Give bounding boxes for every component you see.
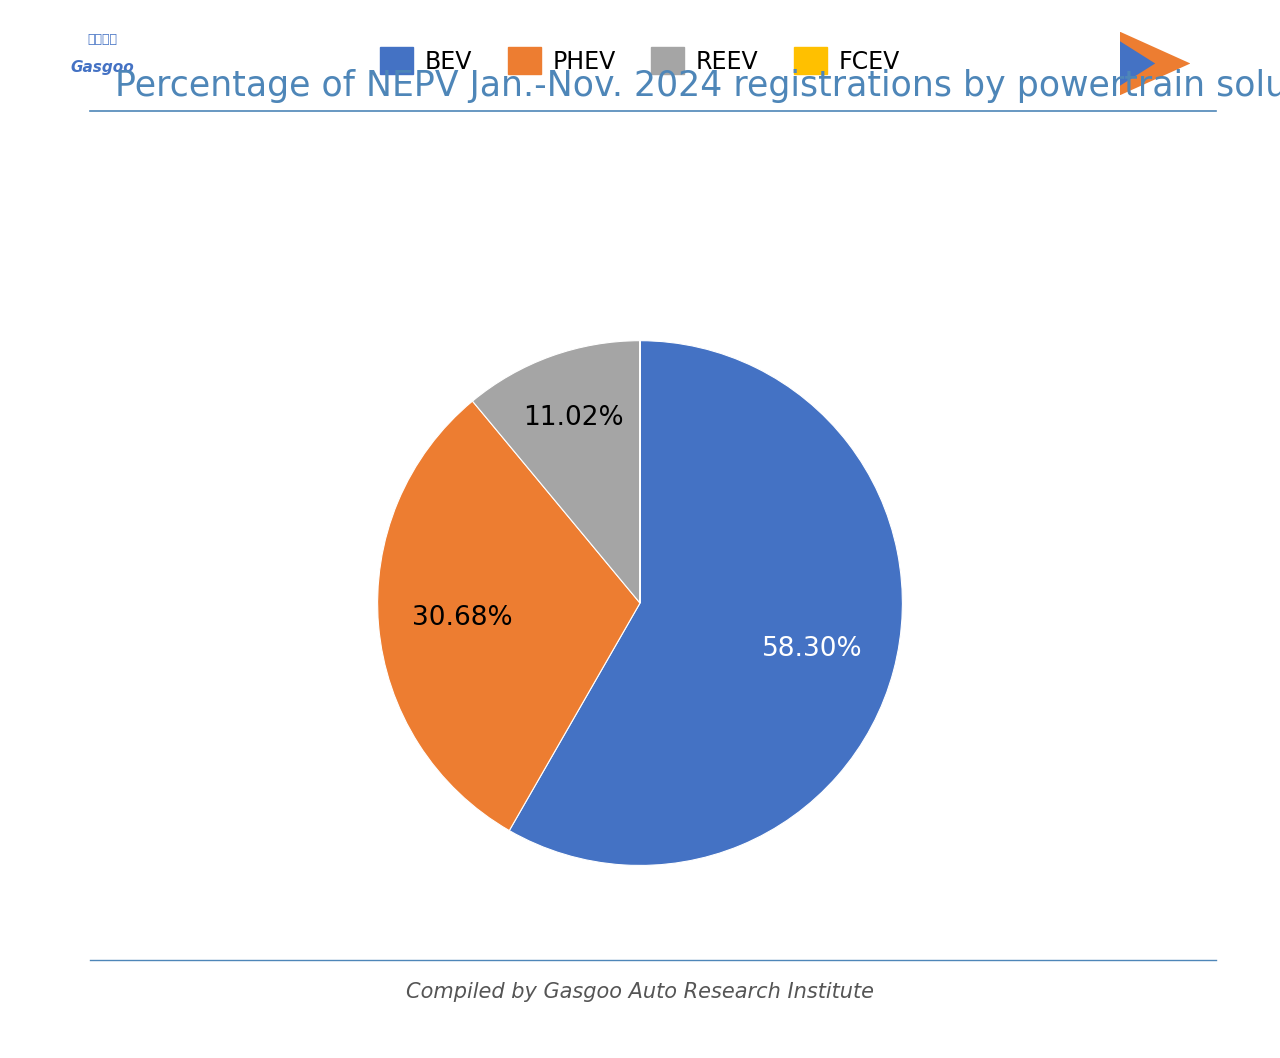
- Wedge shape: [509, 341, 902, 865]
- Wedge shape: [378, 401, 640, 831]
- Text: Percentage of NEPV Jan.-Nov. 2024 registrations by powertrain solution: Percentage of NEPV Jan.-Nov. 2024 regist…: [115, 69, 1280, 103]
- Text: 30.68%: 30.68%: [412, 605, 512, 632]
- Wedge shape: [472, 341, 640, 603]
- Polygon shape: [1120, 41, 1156, 86]
- Text: 11.02%: 11.02%: [524, 405, 623, 431]
- Text: 盖世汽车: 盖世汽车: [87, 34, 118, 47]
- Polygon shape: [1120, 32, 1190, 95]
- Text: 58.30%: 58.30%: [762, 636, 863, 662]
- Legend: BEV, PHEV, REEV, FCEV: BEV, PHEV, REEV, FCEV: [370, 38, 910, 84]
- Text: Compiled by Gasgoo Auto Research Institute: Compiled by Gasgoo Auto Research Institu…: [406, 982, 874, 1002]
- Text: Gasgoo: Gasgoo: [70, 60, 134, 75]
